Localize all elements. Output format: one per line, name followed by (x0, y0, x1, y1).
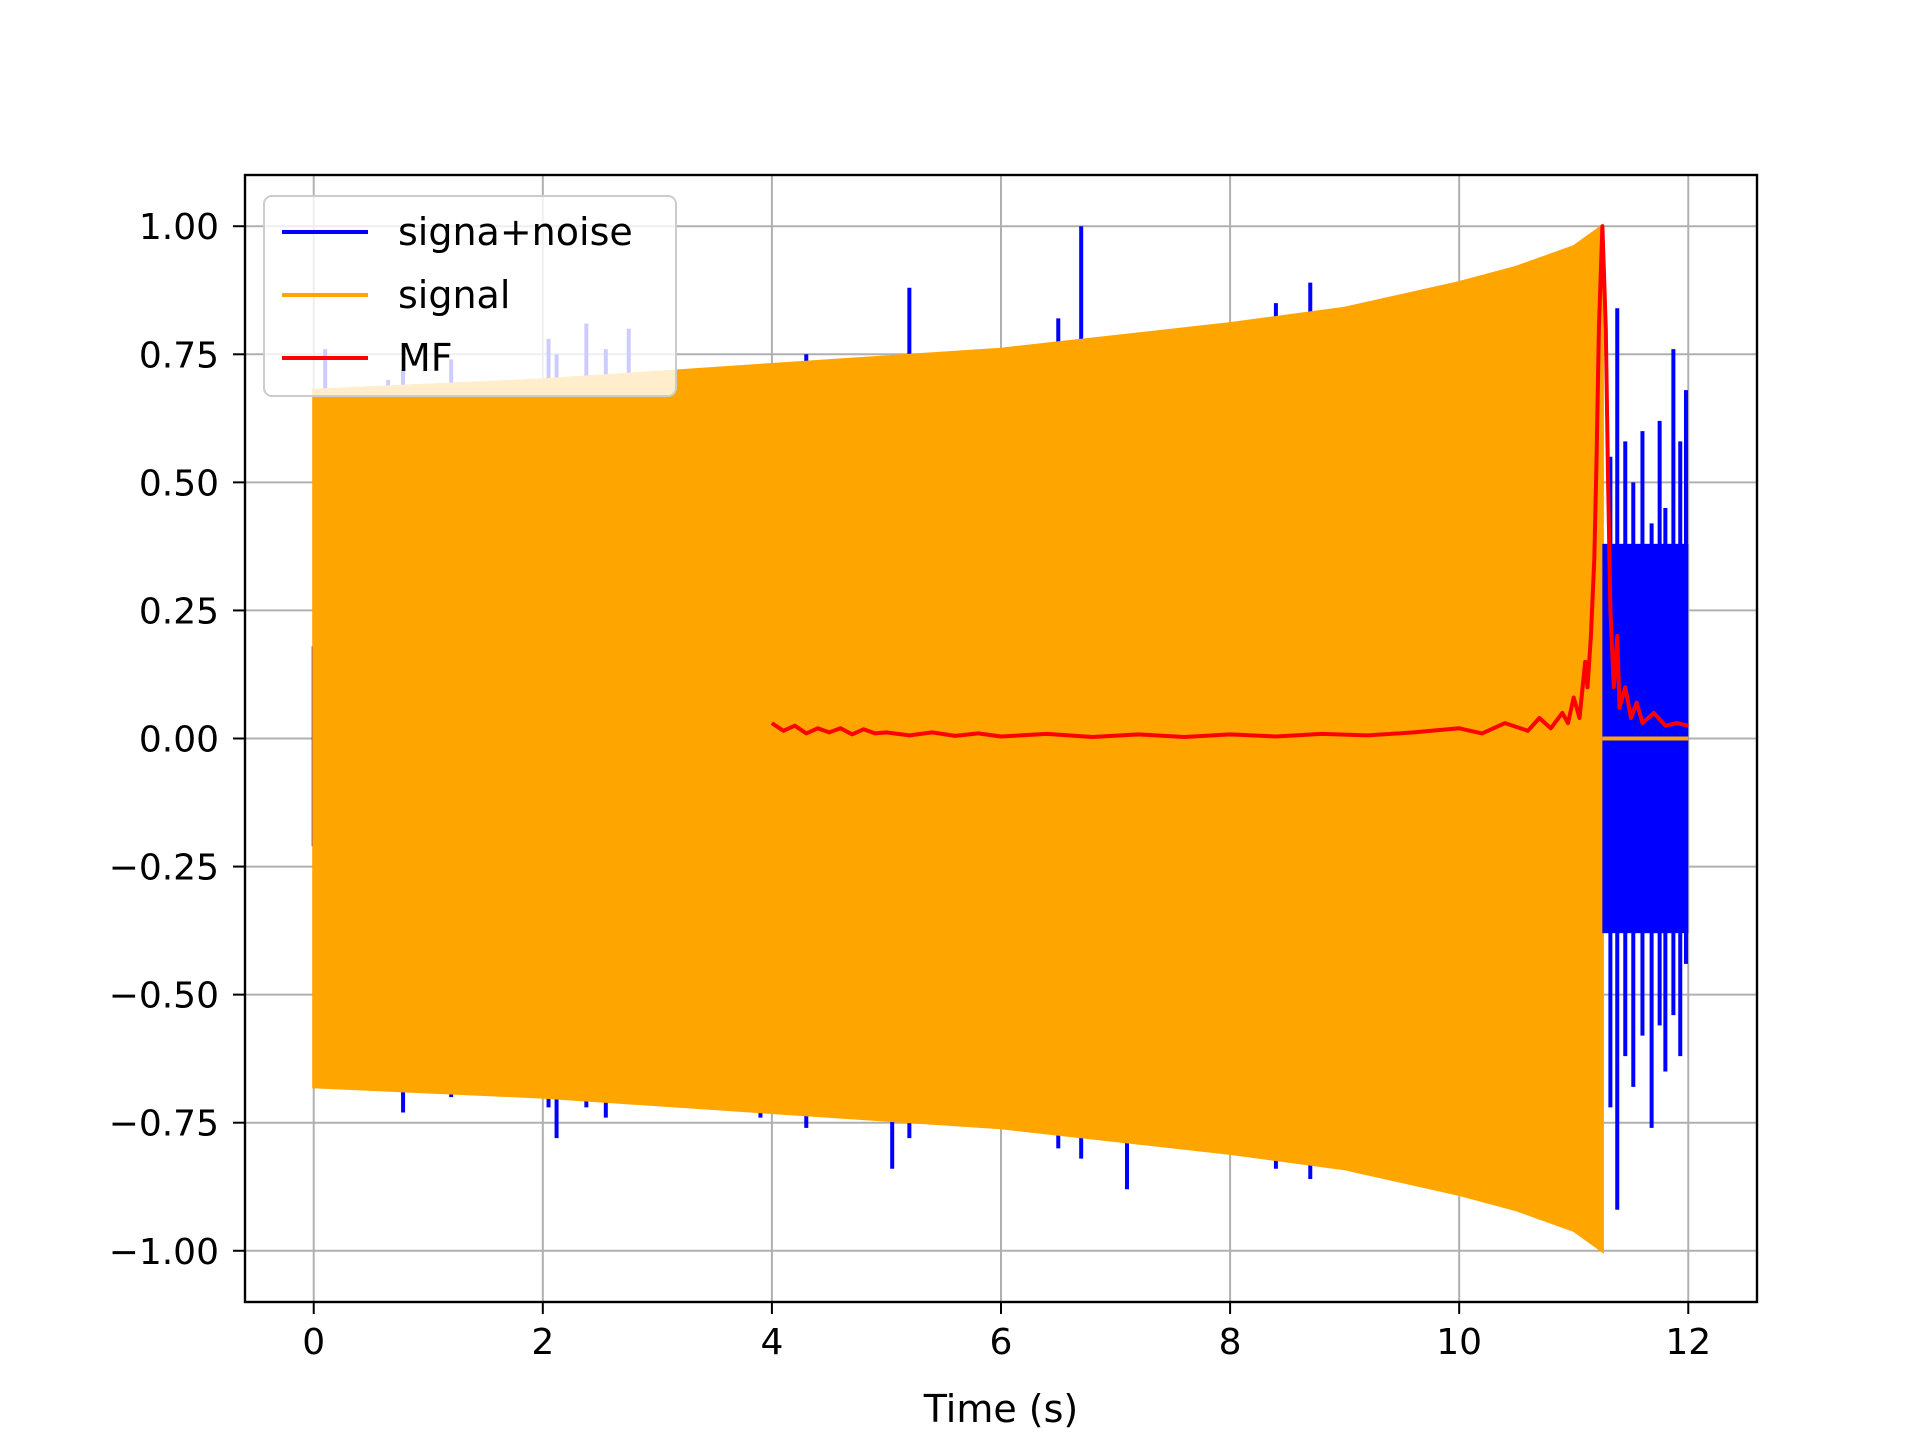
signal-envelope (312, 223, 1604, 1254)
x-tick-label: 2 (531, 1322, 554, 1363)
x-tick-label: 4 (760, 1322, 783, 1363)
y-tick-label: 0.25 (139, 591, 219, 632)
y-tick-label: 0.75 (139, 335, 219, 376)
x-tick-label: 8 (1219, 1322, 1242, 1363)
y-tick-label: 0.50 (139, 463, 219, 504)
legend-label: signal (398, 273, 510, 317)
plot-area (311, 223, 1689, 1254)
x-tick-label: 12 (1665, 1322, 1711, 1363)
x-tick-label: 6 (990, 1322, 1013, 1363)
legend-label: signa+noise (398, 210, 633, 254)
legend: signa+noise signal MF (263, 195, 677, 397)
y-tick-label: −0.75 (109, 1104, 219, 1145)
ticks: 0 2 4 6 8 10 12 1.00 0.75 0.50 0.25 0.00 −0.25 −0.50 −… (109, 207, 1712, 1363)
y-tick-label: 1.00 (139, 207, 219, 248)
x-tick-label: 0 (302, 1322, 325, 1363)
legend-box (263, 195, 677, 397)
legend-label: MF (398, 336, 453, 380)
y-tick-label: −0.25 (109, 848, 219, 889)
x-tick-label: 10 (1436, 1322, 1482, 1363)
y-tick-label: 0.00 (139, 720, 219, 761)
y-tick-label: −0.50 (109, 976, 219, 1017)
y-tick-label: −1.00 (109, 1232, 219, 1273)
mf-line (770, 224, 1689, 739)
x-axis-label: Time (s) (923, 1387, 1079, 1431)
